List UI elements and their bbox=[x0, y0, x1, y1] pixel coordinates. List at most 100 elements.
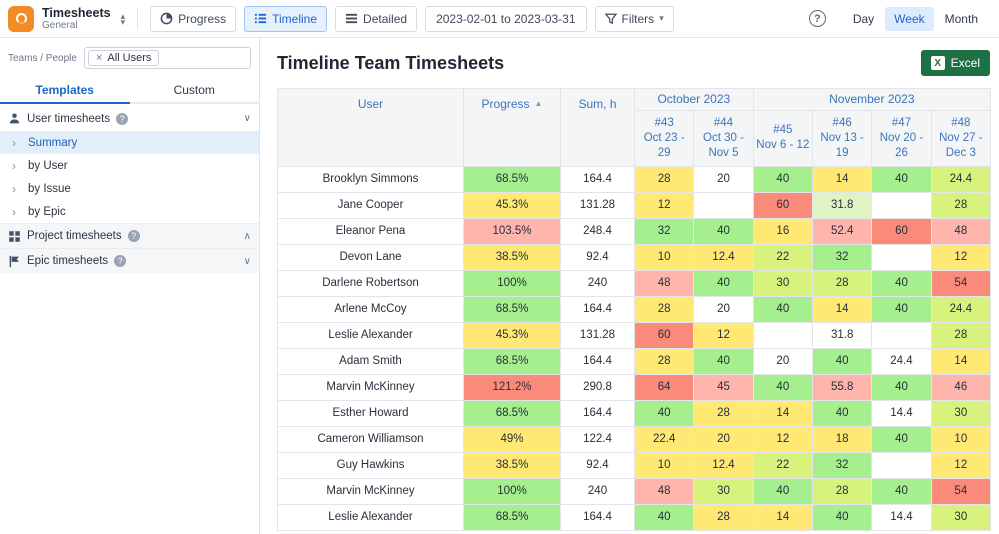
hours-cell: 45 bbox=[693, 373, 754, 401]
hours-cell: 14 bbox=[811, 295, 873, 323]
teams-people-label: Teams / People bbox=[8, 52, 77, 64]
excel-export-button[interactable]: X Excel bbox=[920, 50, 990, 76]
hours-cell: 12.4 bbox=[693, 243, 754, 271]
hours-cell: 55.8 bbox=[811, 373, 873, 401]
help-icon[interactable]: ? bbox=[114, 255, 127, 267]
user-name-cell[interactable]: Leslie Alexander bbox=[277, 503, 464, 531]
hours-cell: 12.4 bbox=[693, 451, 754, 479]
week-header[interactable]: #47 Nov 20 - 26 bbox=[871, 110, 932, 167]
hours-cell: 12 bbox=[633, 191, 695, 219]
users-filter-input[interactable]: × All Users bbox=[83, 47, 251, 69]
progress-header-label: Progress bbox=[481, 97, 530, 111]
help-icon[interactable]: ? bbox=[127, 230, 140, 242]
user-name-cell[interactable]: Cameron Williamson bbox=[277, 425, 464, 453]
app-subtitle: General bbox=[42, 19, 78, 31]
week-header[interactable]: #45 Nov 6 - 12 bbox=[752, 110, 813, 167]
sidebar-item-by-epic[interactable]: › by Epic bbox=[0, 200, 259, 223]
tab-custom[interactable]: Custom bbox=[173, 83, 215, 97]
week-header[interactable]: #44 Oct 30 - Nov 5 bbox=[693, 110, 754, 167]
user-name-cell[interactable]: Guy Hawkins bbox=[277, 451, 464, 479]
user-name-cell[interactable]: Brooklyn Simmons bbox=[277, 165, 464, 193]
template-tree: User timesheets ? ∨ › Summary › by User … bbox=[0, 104, 259, 273]
user-name-cell[interactable]: Marvin McKinney bbox=[277, 373, 464, 401]
sidebar-item-summary[interactable]: › Summary bbox=[0, 131, 259, 154]
table-row: Eleanor Pena 103.5% 248.4 32 40 16 52.4 60 48 bbox=[277, 217, 992, 245]
week-header[interactable]: #43 Oct 23 - 29 bbox=[633, 110, 695, 167]
progress-cell: 68.5% bbox=[463, 347, 561, 375]
week-header[interactable]: #46 Nov 13 - 19 bbox=[811, 110, 873, 167]
sum-hours-cell: 164.4 bbox=[560, 503, 635, 531]
tab-templates[interactable]: Templates bbox=[0, 77, 130, 104]
group-user-timesheets[interactable]: User timesheets ? ∨ bbox=[0, 106, 259, 131]
user-name-cell[interactable]: Leslie Alexander bbox=[277, 321, 464, 349]
user-name-cell[interactable]: Jane Cooper bbox=[277, 191, 464, 219]
filters-button[interactable]: Filters ▾ bbox=[594, 5, 674, 32]
hours-cell: 24.4 bbox=[930, 165, 992, 193]
sidebar-item-by-issue[interactable]: › by Issue bbox=[0, 177, 259, 200]
all-users-chip[interactable]: × All Users bbox=[87, 50, 160, 66]
month-toggle-button[interactable]: Month bbox=[936, 7, 987, 31]
report-switcher-icon[interactable]: ▴ ▾ bbox=[120, 10, 126, 26]
timeline-view-button[interactable]: Timeline bbox=[244, 5, 328, 32]
table-row: Marvin McKinney 121.2% 290.8 64 45 40 55.8 40 46 bbox=[277, 373, 992, 401]
group-epic-timesheets[interactable]: Epic timesheets ? ∨ bbox=[0, 248, 259, 273]
column-header-sum[interactable]: Sum, h bbox=[560, 88, 635, 167]
progress-cell: 68.5% bbox=[463, 399, 561, 427]
user-name-cell[interactable]: Adam Smith bbox=[277, 347, 464, 375]
sidebar-item-by-user[interactable]: › by User bbox=[0, 154, 259, 177]
title-row: Timeline Team Timesheets X Excel bbox=[277, 50, 990, 76]
progress-view-button[interactable]: Progress bbox=[150, 5, 237, 32]
hours-cell: 40 bbox=[811, 347, 873, 375]
sum-hours-cell: 164.4 bbox=[560, 399, 635, 427]
sidebar: Teams / People × All Users Templates Cus… bbox=[0, 38, 260, 534]
sum-hours-cell: 164.4 bbox=[560, 295, 635, 323]
detailed-view-label: Detailed bbox=[363, 11, 408, 26]
week-header[interactable]: #48 Nov 27 - Dec 3 bbox=[930, 110, 992, 167]
app-logo[interactable] bbox=[8, 5, 34, 32]
user-name-cell[interactable]: Esther Howard bbox=[277, 399, 464, 427]
sort-ascending-icon[interactable]: ▲ bbox=[534, 99, 543, 108]
user-name-cell[interactable]: Marvin McKinney bbox=[277, 477, 464, 505]
detailed-view-button[interactable]: Detailed bbox=[335, 5, 418, 32]
hours-cell: 31.8 bbox=[811, 191, 873, 219]
hours-cell: 40 bbox=[811, 399, 873, 427]
group-project-timesheets[interactable]: Project timesheets ? ∧ bbox=[0, 223, 259, 248]
hours-cell: 60 bbox=[871, 217, 932, 245]
user-name-cell[interactable]: Darlene Robertson bbox=[277, 269, 464, 297]
hours-cell: 14 bbox=[930, 347, 992, 375]
detailed-icon bbox=[345, 13, 358, 24]
hours-cell: 46 bbox=[930, 373, 992, 401]
hours-cell: 60 bbox=[633, 321, 695, 349]
progress-cell: 45.3% bbox=[463, 321, 561, 349]
help-icon[interactable]: ? bbox=[116, 112, 129, 125]
week-toggle-button[interactable]: Week bbox=[885, 6, 934, 31]
date-range-input[interactable]: 2023-02-01 to 2023-03-31 bbox=[425, 5, 587, 32]
progress-cell: 100% bbox=[463, 477, 561, 505]
hours-cell: 22 bbox=[752, 243, 813, 271]
filter-funnel-icon bbox=[604, 13, 617, 24]
table-row: Jane Cooper 45.3% 131.28 12 60 31.8 28 bbox=[277, 191, 992, 219]
table-row: Arlene McCoy 68.5% 164.4 28 20 40 14 40 24.4 bbox=[277, 295, 992, 323]
group-label: User timesheets bbox=[27, 112, 111, 125]
progress-cell: 103.5% bbox=[463, 217, 561, 245]
hours-cell: 28 bbox=[693, 399, 754, 427]
sum-hours-cell: 122.4 bbox=[560, 425, 635, 453]
user-name-cell[interactable]: Eleanor Pena bbox=[277, 217, 464, 245]
chevron-down-icon: ▾ bbox=[659, 13, 664, 23]
grid-icon bbox=[9, 230, 20, 242]
caret-up-icon: ▴ bbox=[120, 10, 126, 21]
hours-cell: 12 bbox=[930, 451, 992, 479]
user-name-cell[interactable]: Devon Lane bbox=[277, 243, 464, 271]
table-row: Esther Howard 68.5% 164.4 40 28 14 40 14.4 30 bbox=[277, 399, 992, 427]
hours-cell bbox=[871, 191, 932, 219]
user-name-cell[interactable]: Arlene McCoy bbox=[277, 295, 464, 323]
column-header-progress[interactable]: Progress ▲ bbox=[463, 88, 561, 167]
flag-icon bbox=[9, 255, 19, 267]
hours-cell: 28 bbox=[930, 321, 992, 349]
column-header-user[interactable]: User bbox=[277, 88, 464, 167]
progress-cell: 68.5% bbox=[463, 295, 561, 323]
remove-chip-icon[interactable]: × bbox=[95, 52, 103, 64]
hours-cell: 64 bbox=[633, 373, 695, 401]
day-toggle-button[interactable]: Day bbox=[844, 7, 883, 31]
help-icon[interactable]: ? bbox=[808, 10, 826, 27]
